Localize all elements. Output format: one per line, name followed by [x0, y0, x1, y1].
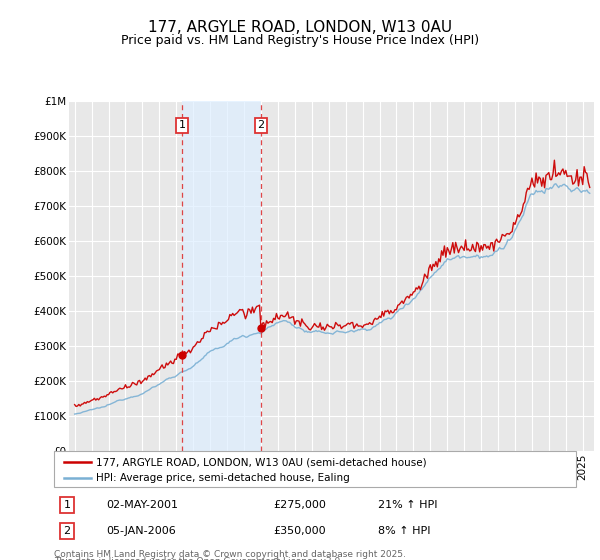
Text: £350,000: £350,000: [273, 526, 326, 536]
Text: 2: 2: [64, 526, 71, 536]
Text: £275,000: £275,000: [273, 501, 326, 510]
Text: 177, ARGYLE ROAD, LONDON, W13 0AU: 177, ARGYLE ROAD, LONDON, W13 0AU: [148, 20, 452, 35]
Text: 21% ↑ HPI: 21% ↑ HPI: [377, 501, 437, 510]
Text: This data is licensed under the Open Government Licence v3.0.: This data is licensed under the Open Gov…: [54, 557, 343, 560]
Text: Contains HM Land Registry data © Crown copyright and database right 2025.: Contains HM Land Registry data © Crown c…: [54, 550, 406, 559]
Point: [256, 324, 266, 333]
Text: 2: 2: [257, 120, 265, 130]
Text: 1: 1: [178, 120, 185, 130]
Text: 1: 1: [64, 501, 71, 510]
Text: 8% ↑ HPI: 8% ↑ HPI: [377, 526, 430, 536]
Text: 177, ARGYLE ROAD, LONDON, W13 0AU (semi-detached house): 177, ARGYLE ROAD, LONDON, W13 0AU (semi-…: [96, 458, 427, 468]
Text: Price paid vs. HM Land Registry's House Price Index (HPI): Price paid vs. HM Land Registry's House …: [121, 34, 479, 46]
Text: 02-MAY-2001: 02-MAY-2001: [106, 501, 178, 510]
Bar: [182, 101, 261, 451]
Point: [177, 350, 187, 359]
Text: HPI: Average price, semi-detached house, Ealing: HPI: Average price, semi-detached house,…: [96, 473, 350, 483]
Text: 05-JAN-2006: 05-JAN-2006: [106, 526, 176, 536]
